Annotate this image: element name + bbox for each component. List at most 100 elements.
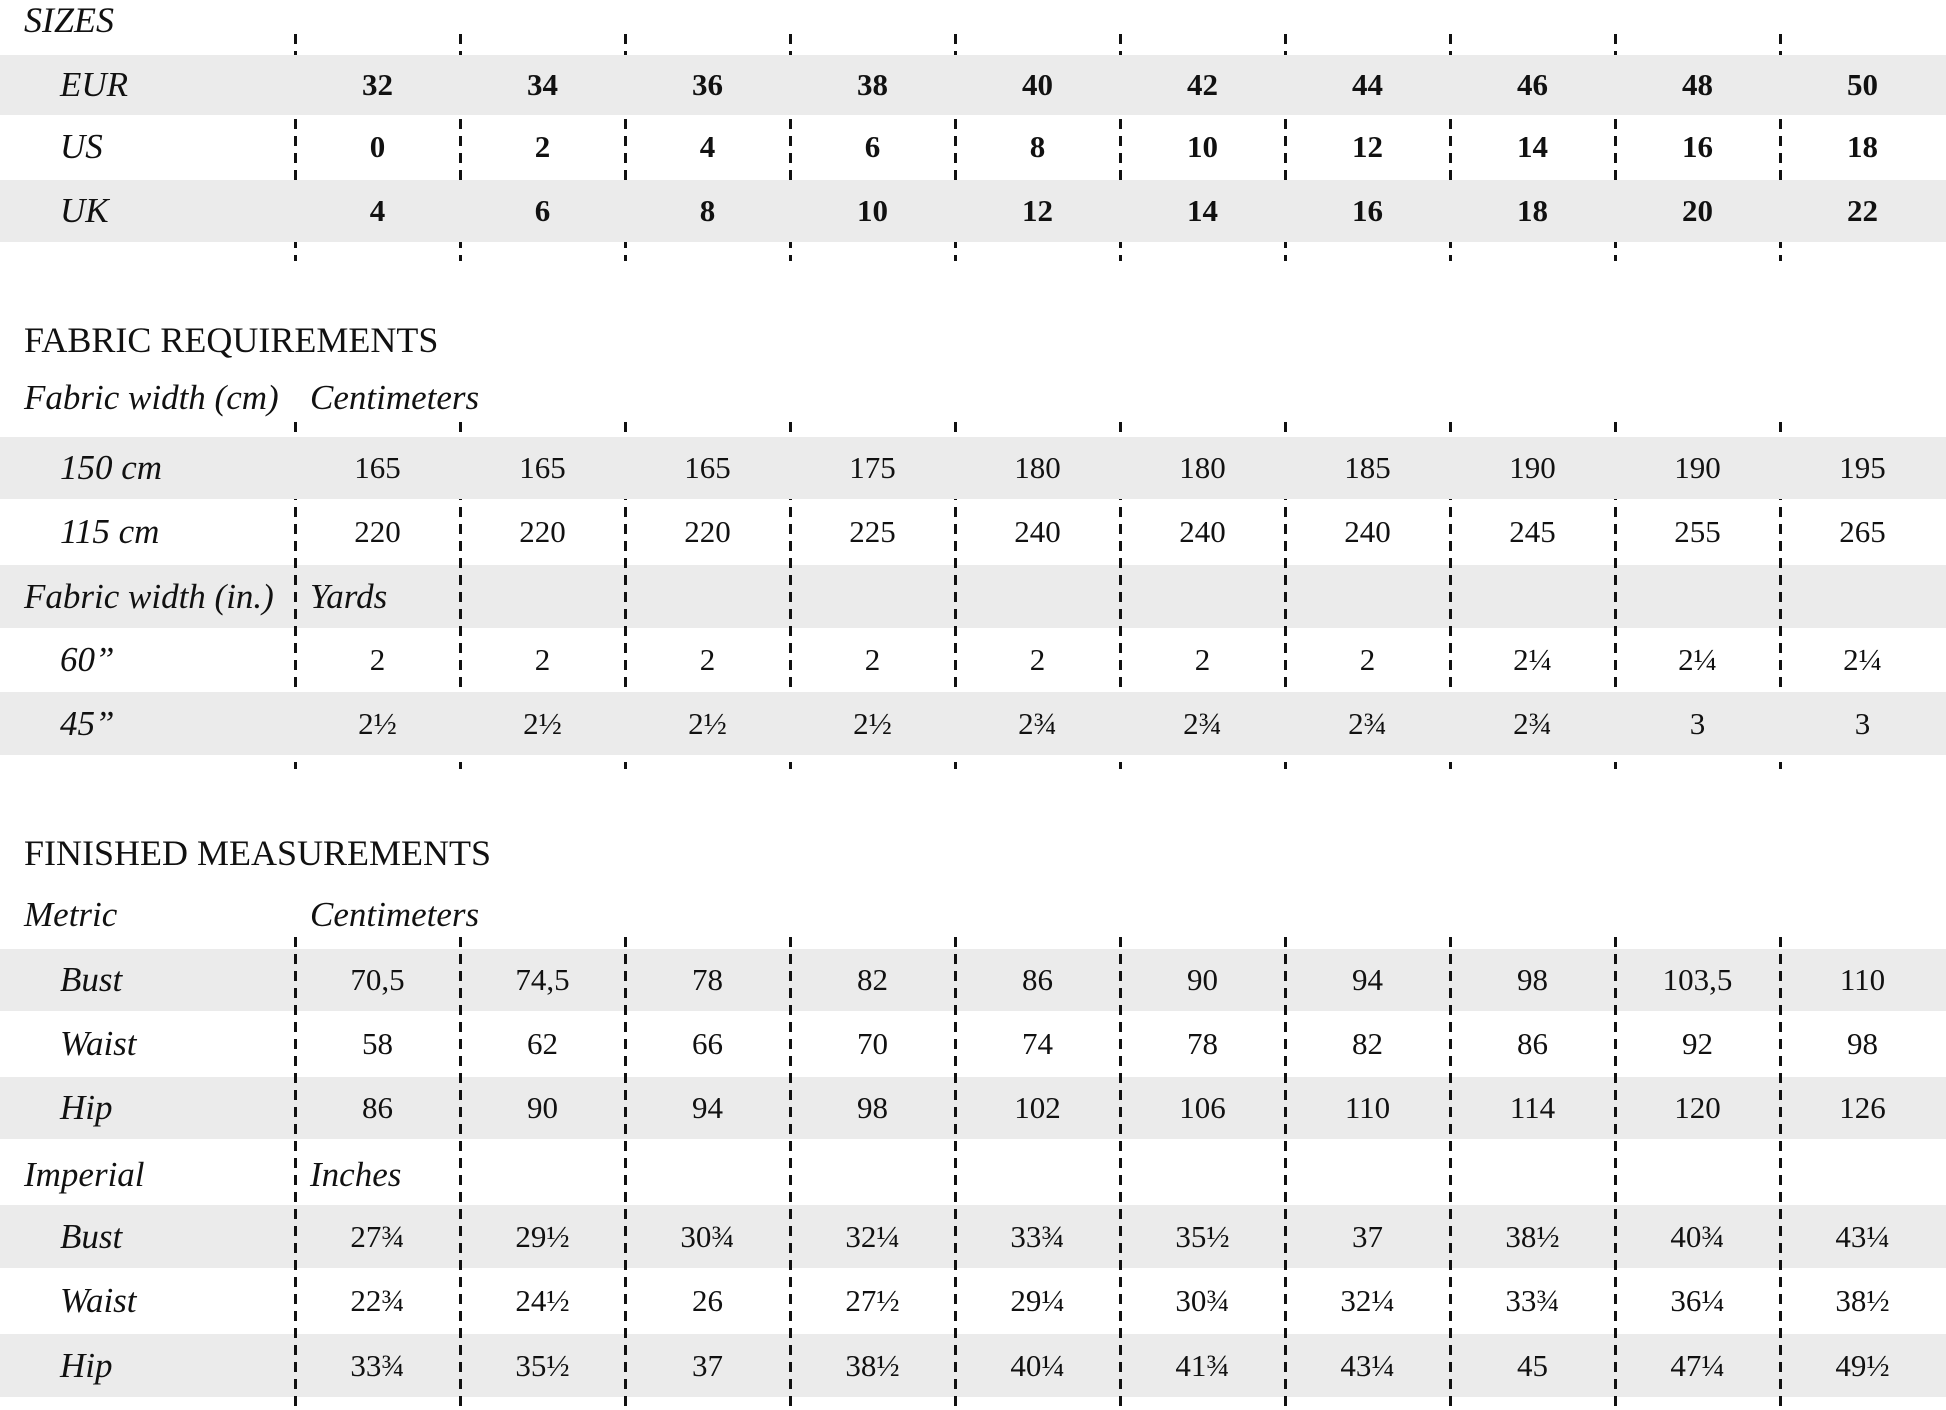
table-cell: 2½ [358, 705, 397, 741]
table-cell: 78 [692, 962, 723, 997]
table-cell: 14 [1517, 129, 1548, 164]
table-cell: 12 [1352, 129, 1383, 164]
column-divider [624, 34, 627, 261]
table-cell: 32¼ [845, 1218, 900, 1254]
table-cell: 10 [1187, 129, 1218, 164]
column-divider [1449, 34, 1452, 261]
table-cell: 106 [1179, 1090, 1226, 1125]
table-cell: 37 [692, 1347, 723, 1383]
row-label: 115 cm [60, 512, 160, 551]
table-cell: 70,5 [350, 962, 405, 997]
row-label: Bust [60, 960, 123, 999]
table-cell: 37 [1352, 1218, 1383, 1254]
section-title-finished: FINISHED MEASUREMENTS [24, 833, 492, 873]
group-label: Fabric width (cm) [24, 378, 279, 417]
row-band [0, 1334, 1946, 1397]
table-cell: 41¾ [1175, 1347, 1230, 1383]
table-cell: 32¼ [1340, 1283, 1395, 1318]
table-cell: 2 [534, 642, 551, 677]
row-label: Bust [60, 1216, 123, 1256]
group-unit: Yards [310, 577, 388, 616]
column-divider [1449, 937, 1452, 1410]
table-cell: 33¾ [1505, 1283, 1560, 1318]
table-cell: 40¼ [1010, 1347, 1065, 1383]
table-cell: 35½ [515, 1347, 570, 1383]
table-cell: 40¾ [1670, 1218, 1725, 1254]
column-divider [1119, 422, 1122, 769]
table-cell: 40 [1022, 67, 1053, 102]
table-cell: 62 [527, 1026, 558, 1061]
table-cell: 30¾ [1175, 1283, 1230, 1318]
table-cell: 2 [369, 642, 386, 677]
group-unit: Inches [310, 1155, 402, 1194]
table-cell: 94 [692, 1090, 723, 1125]
group-label: Metric [24, 895, 118, 934]
column-divider [954, 34, 957, 261]
table-cell: 2 [1194, 642, 1211, 677]
table-cell: 3 [1689, 705, 1706, 741]
table-cell: 190 [1509, 450, 1556, 485]
column-divider [294, 422, 297, 769]
table-cell: 16 [1352, 193, 1383, 228]
table-cell: 2¾ [1348, 705, 1387, 741]
row-band [0, 565, 1946, 628]
column-divider [954, 937, 957, 1410]
column-divider [1119, 34, 1122, 261]
table-cell: 98 [1847, 1026, 1878, 1061]
table-cell: 4 [369, 193, 386, 228]
row-band [0, 55, 1946, 115]
table-cell: 12 [1022, 193, 1053, 228]
table-cell: 4 [699, 129, 716, 164]
table-cell: 29½ [515, 1218, 570, 1254]
table-cell: 48 [1682, 67, 1713, 102]
group-unit: Centimeters [310, 895, 480, 934]
table-cell: 36¼ [1670, 1283, 1725, 1318]
table-cell: 20 [1682, 193, 1713, 228]
table-cell: 120 [1674, 1090, 1721, 1125]
table-cell: 90 [1187, 962, 1218, 997]
table-cell: 98 [857, 1090, 888, 1125]
table-cell: 165 [684, 450, 731, 485]
row-label: Waist [60, 1281, 137, 1320]
table-cell: 220 [684, 514, 731, 549]
table-cell: 27½ [845, 1283, 900, 1318]
table-cell: 225 [849, 514, 896, 549]
table-cell: 2½ [688, 705, 727, 741]
table-cell: 18 [1847, 129, 1878, 164]
table-cell: 165 [519, 450, 566, 485]
row-label: 45” [60, 703, 115, 743]
table-cell: 74,5 [515, 962, 570, 997]
table-cell: 255 [1674, 514, 1721, 549]
row-label: 150 cm [60, 448, 163, 487]
column-divider [789, 422, 792, 769]
table-cell: 2¼ [1843, 642, 1882, 677]
column-divider [789, 937, 792, 1410]
table-cell: 70 [857, 1026, 888, 1061]
table-cell: 58 [362, 1026, 393, 1061]
table-cell: 2¼ [1678, 642, 1717, 677]
table-cell: 82 [857, 962, 888, 997]
table-cell: 38 [857, 67, 888, 102]
table-cell: 6 [864, 129, 881, 164]
table-cell: 245 [1509, 514, 1556, 549]
table-cell: 47¼ [1670, 1347, 1725, 1383]
row-label: Hip [60, 1345, 113, 1385]
group-unit: Centimeters [310, 378, 480, 417]
column-divider [1119, 937, 1122, 1410]
table-cell: 180 [1014, 450, 1061, 485]
table-cell: 46 [1517, 67, 1548, 102]
table-cell: 8 [1029, 129, 1046, 164]
table-cell: 114 [1509, 1090, 1556, 1125]
table-cell: 86 [1517, 1026, 1548, 1061]
table-cell: 94 [1352, 962, 1383, 997]
row-label: Hip [60, 1088, 113, 1127]
table-cell: 43¼ [1835, 1218, 1890, 1254]
table-cell: 32 [362, 67, 393, 102]
table-cell: 2¾ [1183, 705, 1222, 741]
column-divider [1614, 937, 1617, 1410]
column-divider [1284, 937, 1287, 1410]
table-cell: 86 [362, 1090, 393, 1125]
table-cell: 190 [1674, 450, 1721, 485]
table-cell: 18 [1517, 193, 1548, 228]
column-divider [1779, 937, 1782, 1410]
